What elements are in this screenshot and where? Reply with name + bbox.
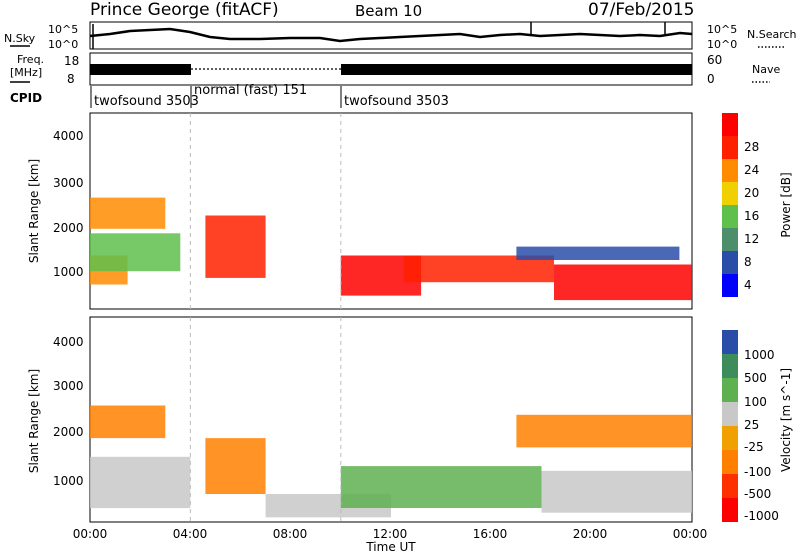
power-cb-tick: 16 <box>744 209 759 223</box>
velocity-cb-tick: 500 <box>744 371 767 385</box>
velocity-cb-tick: -500 <box>744 487 771 501</box>
cpid-segment-2: normal (fast) 151 <box>194 83 307 98</box>
freq-panel: Freq. [MHz] 18 8 60 0 Nave <box>10 52 780 86</box>
freq-label-2: [MHz] <box>10 66 42 79</box>
power-ytick-1000: 1000 <box>53 265 84 279</box>
nave-tick-bottom: 0 <box>707 72 715 86</box>
power-colorbar-cell <box>722 205 738 228</box>
velocity-colorbar-cell <box>722 498 738 522</box>
velocity-ylabel: Slant Range [km] <box>27 369 41 473</box>
velocity-cb-tick: 1000 <box>744 348 775 362</box>
velocity-ytick-3000: 3000 <box>53 379 84 393</box>
velocity-colorbar-cell <box>722 354 738 378</box>
power-colorbar-cell <box>722 136 738 159</box>
station-title: Prince George (fitACF) <box>90 0 279 20</box>
time-tick: 12:00 <box>373 527 408 541</box>
nsearch-label: N.Search <box>747 28 797 41</box>
velocity-colorbar-cell <box>722 450 738 474</box>
power-colorbar <box>722 113 738 297</box>
power-scatter <box>90 113 692 309</box>
power-panel: Slant Range [km] 1000 2000 3000 4000 28 … <box>27 112 793 310</box>
freq-band <box>341 64 692 75</box>
nsky-right-tick-top: 10^5 <box>707 23 737 36</box>
time-tick: 20:00 <box>573 527 608 541</box>
cpid-row: CPID twofsound 3503 normal (fast) 151 tw… <box>10 83 449 109</box>
nsky-panel: N.Sky 10^5 10^0 10^5 10^0 N.Search <box>4 21 797 51</box>
power-cb-tick: 8 <box>744 255 752 269</box>
time-tick: 04:00 <box>173 527 208 541</box>
power-ytick-3000: 3000 <box>53 176 84 190</box>
power-colorbar-cell <box>722 182 738 205</box>
power-colorbar-cell <box>722 159 738 182</box>
freq-label-1: Freq. <box>17 53 44 66</box>
time-axis: 00:00 04:00 08:00 12:00 16:00 20:00 00:0… <box>73 527 708 554</box>
velocity-ytick-4000: 4000 <box>53 335 84 349</box>
velocity-colorbar-cell <box>722 474 738 498</box>
freq-band <box>90 64 191 75</box>
echo-band <box>205 438 266 494</box>
velocity-colorbar-cell <box>722 402 738 426</box>
velocity-scatter <box>90 317 692 522</box>
power-colorbar-cell <box>722 274 738 297</box>
velocity-colorbar-cell <box>722 330 738 354</box>
velocity-cb-label: Velocity [m s^-1] <box>779 368 793 472</box>
velocity-panel: Slant Range [km] 1000 2000 3000 4000 100… <box>27 316 793 523</box>
echo-band <box>90 197 166 229</box>
freq-tick-bottom: 8 <box>67 72 75 86</box>
velocity-ytick-2000: 2000 <box>53 425 84 439</box>
cpid-label: CPID <box>10 91 42 105</box>
power-ylabel: Slant Range [km] <box>27 159 41 263</box>
echo-band <box>554 264 692 301</box>
time-tick: 00:00 <box>673 527 708 541</box>
echo-band <box>205 215 266 278</box>
echo-band <box>516 246 680 260</box>
power-cb-tick: 4 <box>744 278 752 292</box>
velocity-cb-tick: -100 <box>744 465 771 479</box>
nsky-right-tick-bottom: 10^0 <box>707 38 737 51</box>
power-cb-label: Power [dB] <box>779 172 793 237</box>
power-colorbar-cell <box>722 251 738 274</box>
echo-band <box>90 405 166 439</box>
velocity-cb-tick: -1000 <box>744 509 779 523</box>
power-colorbar-cell <box>722 113 738 136</box>
velocity-cb-tick: 25 <box>744 418 759 432</box>
beam-title: Beam 10 <box>355 2 422 20</box>
echo-band <box>90 233 181 272</box>
nsky-label: N.Sky <box>4 32 36 45</box>
velocity-colorbar-cell <box>722 426 738 450</box>
time-tick: 16:00 <box>473 527 508 541</box>
cpid-segment-3: twofsound 3503 <box>344 94 449 109</box>
nsky-left-tick-top: 10^5 <box>48 23 78 36</box>
nsky-trace <box>89 27 693 43</box>
velocity-cb-tick: 100 <box>744 395 767 409</box>
power-colorbar-cell <box>722 228 738 251</box>
echo-band <box>516 414 692 448</box>
power-cb-tick: 24 <box>744 163 759 177</box>
velocity-colorbar-cell <box>722 378 738 402</box>
nave-label: Nave <box>752 63 780 76</box>
cpid-segment-1: twofsound 3503 <box>94 94 199 109</box>
power-cb-tick: 20 <box>744 186 759 200</box>
freq-tick-top: 18 <box>64 54 79 68</box>
time-axis-label: Time UT <box>365 540 416 554</box>
velocity-colorbar <box>722 330 738 522</box>
time-tick: 00:00 <box>73 527 108 541</box>
echo-band <box>340 466 542 508</box>
nave-tick-top: 60 <box>707 53 722 67</box>
nsky-left-tick-bottom: 10^0 <box>48 38 78 51</box>
power-ytick-4000: 4000 <box>53 129 84 143</box>
power-cb-tick: 28 <box>744 140 759 154</box>
time-tick: 08:00 <box>273 527 308 541</box>
date-title: 07/Feb/2015 <box>588 0 694 20</box>
power-ytick-2000: 2000 <box>53 221 84 235</box>
echo-band <box>541 470 692 513</box>
echo-band <box>90 456 191 509</box>
power-cb-tick: 12 <box>744 232 759 246</box>
velocity-ytick-1000: 1000 <box>53 474 84 488</box>
velocity-cb-tick: -25 <box>744 440 764 454</box>
